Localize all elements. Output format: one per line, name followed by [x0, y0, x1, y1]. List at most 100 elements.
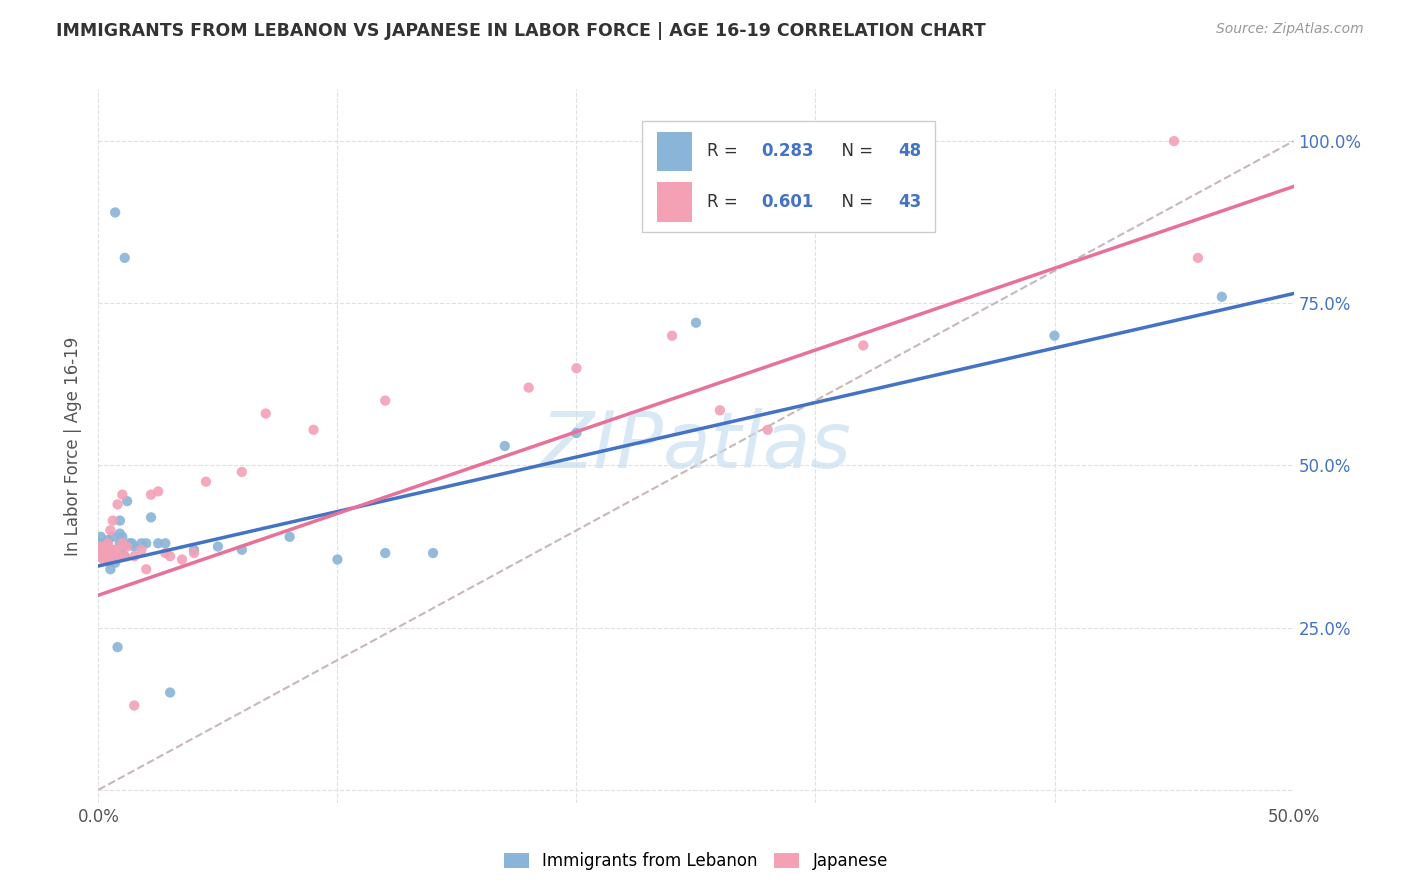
Point: [1043, 328, 1066, 343]
Point: [374, 393, 396, 408]
Y-axis label: In Labor Force | Age 16-19: In Labor Force | Age 16-19: [65, 336, 83, 556]
Point: [124, 549, 146, 564]
Point: [124, 540, 146, 554]
Point: [159, 549, 181, 564]
Point: [107, 497, 129, 511]
Point: [101, 546, 124, 560]
Point: [115, 494, 138, 508]
Point: [90, 542, 112, 557]
Point: [91, 552, 114, 566]
Point: [131, 536, 153, 550]
Text: N =: N =: [831, 193, 879, 211]
Point: [111, 536, 134, 550]
Text: 0.601: 0.601: [762, 193, 814, 211]
Point: [194, 475, 218, 489]
Point: [135, 536, 157, 550]
Point: [231, 542, 253, 557]
Point: [565, 425, 588, 440]
Point: [107, 542, 129, 557]
FancyBboxPatch shape: [657, 131, 692, 170]
Point: [278, 530, 301, 544]
Point: [98, 562, 122, 576]
FancyBboxPatch shape: [643, 121, 935, 232]
Legend: Immigrants from Lebanon, Japanese: Immigrants from Lebanon, Japanese: [498, 846, 894, 877]
Point: [97, 542, 120, 557]
Point: [374, 546, 396, 560]
Point: [94, 549, 117, 564]
Point: [104, 542, 127, 557]
Text: IMMIGRANTS FROM LEBANON VS JAPANESE IN LABOR FORCE | AGE 16-19 CORRELATION CHART: IMMIGRANTS FROM LEBANON VS JAPANESE IN L…: [56, 22, 986, 40]
Point: [104, 549, 127, 564]
Text: ZIPatlas: ZIPatlas: [540, 408, 852, 484]
Point: [207, 540, 229, 554]
Point: [1211, 290, 1233, 304]
Point: [101, 530, 124, 544]
Point: [1187, 251, 1209, 265]
Point: [101, 514, 124, 528]
Point: [494, 439, 516, 453]
Point: [124, 698, 146, 713]
Point: [756, 423, 779, 437]
Point: [111, 488, 134, 502]
Point: [97, 546, 120, 560]
Point: [115, 540, 138, 554]
Point: [565, 361, 588, 376]
Point: [139, 510, 162, 524]
Point: [183, 542, 205, 557]
Point: [94, 540, 117, 554]
Point: [135, 562, 157, 576]
Point: [661, 328, 683, 343]
Point: [172, 552, 194, 566]
Point: [90, 530, 112, 544]
Point: [90, 540, 112, 554]
Point: [107, 640, 129, 654]
Text: N =: N =: [831, 142, 879, 161]
Point: [98, 549, 122, 564]
Point: [183, 546, 205, 560]
Point: [709, 403, 731, 417]
Point: [108, 536, 131, 550]
Point: [517, 381, 540, 395]
Point: [114, 251, 136, 265]
Point: [148, 484, 170, 499]
Text: 0.283: 0.283: [762, 142, 814, 161]
Text: 43: 43: [898, 193, 921, 211]
Point: [108, 549, 131, 564]
Point: [852, 338, 875, 352]
Point: [302, 423, 325, 437]
Point: [254, 407, 277, 421]
Point: [111, 530, 134, 544]
Point: [94, 540, 117, 554]
Point: [131, 542, 153, 557]
Point: [326, 552, 349, 566]
Point: [98, 552, 122, 566]
Point: [97, 533, 120, 547]
Text: R =: R =: [707, 193, 742, 211]
Point: [90, 549, 112, 564]
Point: [108, 514, 131, 528]
Point: [111, 542, 134, 557]
Point: [155, 546, 177, 560]
FancyBboxPatch shape: [657, 183, 692, 222]
Point: [94, 549, 117, 564]
Point: [104, 556, 127, 570]
Point: [159, 685, 181, 699]
Point: [118, 536, 141, 550]
Point: [104, 205, 127, 219]
Text: Source: ZipAtlas.com: Source: ZipAtlas.com: [1216, 22, 1364, 37]
Point: [121, 536, 143, 550]
Point: [1163, 134, 1185, 148]
Point: [422, 546, 444, 560]
Point: [91, 546, 114, 560]
Point: [139, 488, 162, 502]
Point: [97, 552, 120, 566]
Text: R =: R =: [707, 142, 742, 161]
Point: [91, 542, 114, 557]
Point: [685, 316, 707, 330]
Point: [108, 526, 131, 541]
Point: [231, 465, 253, 479]
Point: [107, 542, 129, 557]
Point: [155, 536, 177, 550]
Point: [98, 524, 122, 538]
Point: [114, 549, 136, 564]
